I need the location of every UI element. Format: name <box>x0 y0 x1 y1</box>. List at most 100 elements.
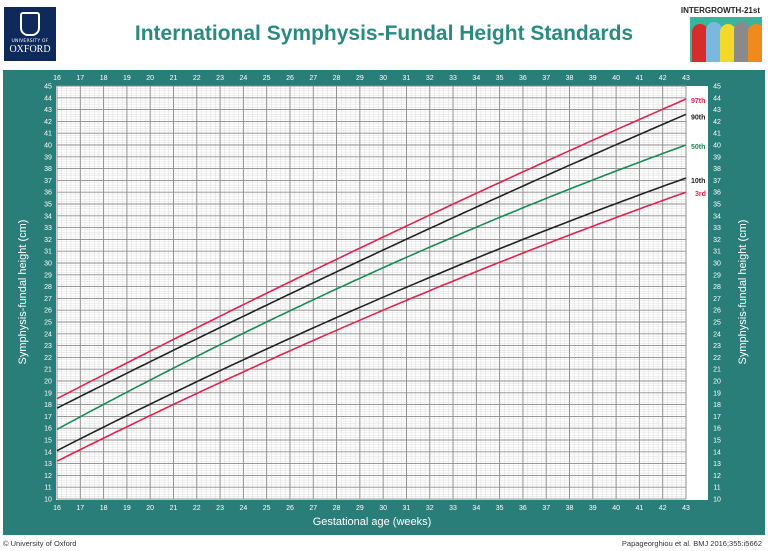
x-tick-label-bottom: 21 <box>170 505 178 512</box>
x-tick-label-top: 35 <box>496 75 504 82</box>
y-tick-label-left: 40 <box>44 143 52 150</box>
x-tick-label-bottom: 39 <box>589 505 597 512</box>
x-axis-label: Gestational age (weeks) <box>313 516 432 528</box>
x-tick-label-bottom: 33 <box>449 505 457 512</box>
y-tick-label-left: 25 <box>44 320 52 327</box>
x-tick-label-bottom: 25 <box>263 505 271 512</box>
x-tick-label-bottom: 22 <box>193 505 201 512</box>
x-tick-label-bottom: 43 <box>682 505 690 512</box>
y-tick-label-left: 31 <box>44 249 52 256</box>
y-tick-label-left: 45 <box>44 84 52 91</box>
x-tick-label-bottom: 20 <box>146 505 154 512</box>
x-tick-label-top: 27 <box>309 75 317 82</box>
y-tick-label-right: 38 <box>713 166 721 173</box>
y-tick-label-left: 41 <box>44 131 52 138</box>
y-tick-label-right: 30 <box>713 261 721 268</box>
x-tick-label-bottom: 23 <box>216 505 224 512</box>
curve-label-97th: 97th <box>691 98 705 105</box>
crest-icon <box>20 12 40 36</box>
y-tick-label-right: 37 <box>713 178 721 185</box>
x-tick-label-bottom: 26 <box>286 505 294 512</box>
y-tick-label-left: 24 <box>44 331 52 338</box>
y-tick-label-right: 40 <box>713 143 721 150</box>
x-tick-label-bottom: 37 <box>542 505 550 512</box>
y-tick-label-right: 17 <box>713 414 721 421</box>
y-tick-label-left: 18 <box>44 402 52 409</box>
y-tick-label-left: 26 <box>44 308 52 315</box>
y-tick-label-left: 20 <box>44 379 52 386</box>
x-tick-label-top: 19 <box>123 75 131 82</box>
y-tick-label-right: 44 <box>713 95 721 102</box>
x-tick-label-bottom: 16 <box>53 505 61 512</box>
y-tick-label-right: 20 <box>713 379 721 386</box>
x-tick-label-top: 42 <box>659 75 667 82</box>
x-tick-label-top: 30 <box>379 75 387 82</box>
y-tick-label-left: 11 <box>44 485 51 492</box>
x-tick-label-bottom: 32 <box>426 505 434 512</box>
y-tick-label-left: 43 <box>44 107 52 114</box>
y-tick-label-right: 45 <box>713 84 721 91</box>
y-tick-label-right: 15 <box>713 438 721 445</box>
y-tick-label-left: 10 <box>44 497 52 504</box>
y-tick-label-left: 29 <box>44 272 52 279</box>
x-tick-label-top: 28 <box>333 75 341 82</box>
curve-3rd <box>56 191 687 462</box>
y-tick-label-left: 15 <box>44 438 52 445</box>
x-tick-label-top: 16 <box>53 75 61 82</box>
x-tick-label-bottom: 41 <box>636 505 644 512</box>
y-tick-label-right: 11 <box>713 485 720 492</box>
x-tick-label-bottom: 17 <box>76 505 84 512</box>
y-tick-label-right: 13 <box>713 461 721 468</box>
citation: Papageorghiou et al. BMJ 2016;355:i5662 <box>621 539 762 548</box>
y-tick-label-right: 29 <box>713 272 721 279</box>
logo-line1: UNIVERSITY OF <box>11 39 49 44</box>
x-tick-label-top: 36 <box>519 75 527 82</box>
y-tick-label-right: 14 <box>713 449 721 456</box>
y-tick-label-left: 44 <box>44 95 52 102</box>
y-tick-label-left: 27 <box>44 296 52 303</box>
y-tick-label-right: 28 <box>713 284 721 291</box>
curve-label-90th: 90th <box>691 114 705 121</box>
y-tick-label-right: 34 <box>713 213 721 220</box>
y-tick-label-left: 28 <box>44 284 52 291</box>
x-tick-label-bottom: 24 <box>239 505 247 512</box>
x-tick-label-top: 38 <box>566 75 574 82</box>
x-tick-label-top: 26 <box>286 75 294 82</box>
intergrowth-logo <box>690 17 762 62</box>
y-tick-label-left: 21 <box>44 367 52 374</box>
y-tick-label-right: 22 <box>713 355 721 362</box>
y-tick-label-left: 23 <box>44 343 52 350</box>
y-tick-label-left: 16 <box>44 426 52 433</box>
x-tick-label-top: 32 <box>426 75 434 82</box>
x-tick-label-top: 39 <box>589 75 597 82</box>
y-tick-label-left: 37 <box>44 178 52 185</box>
copyright: © University of Oxford <box>3 539 77 548</box>
x-tick-label-bottom: 36 <box>519 505 527 512</box>
y-tick-label-left: 42 <box>44 119 52 126</box>
x-tick-label-top: 40 <box>612 75 620 82</box>
curve-50th <box>56 144 687 431</box>
x-tick-label-top: 17 <box>76 75 84 82</box>
x-tick-label-bottom: 40 <box>612 505 620 512</box>
y-tick-label-left: 12 <box>44 473 52 480</box>
y-tick-label-right: 12 <box>713 473 721 480</box>
y-tick-label-right: 33 <box>713 225 721 232</box>
y-tick-label-left: 34 <box>44 213 52 220</box>
oxford-logo: UNIVERSITY OF OXFORD <box>4 7 56 61</box>
y-tick-label-right: 26 <box>713 308 721 315</box>
y-tick-label-left: 35 <box>44 202 52 209</box>
y-tick-label-left: 14 <box>44 449 52 456</box>
y-tick-label-left: 38 <box>44 166 52 173</box>
y-axis-label-right: Symphysis-fundal height (cm) <box>737 220 749 365</box>
curve-label-3rd: 3rd <box>695 191 706 198</box>
x-tick-label-top: 33 <box>449 75 457 82</box>
curve-90th <box>56 113 687 409</box>
intergrowth-label: INTERGROWTH-21st <box>680 6 760 15</box>
y-tick-label-right: 35 <box>713 202 721 209</box>
y-tick-label-right: 43 <box>713 107 721 114</box>
y-tick-label-right: 16 <box>713 426 721 433</box>
y-tick-label-right: 23 <box>713 343 721 350</box>
curve-97th <box>56 98 687 400</box>
x-tick-label-top: 20 <box>146 75 154 82</box>
